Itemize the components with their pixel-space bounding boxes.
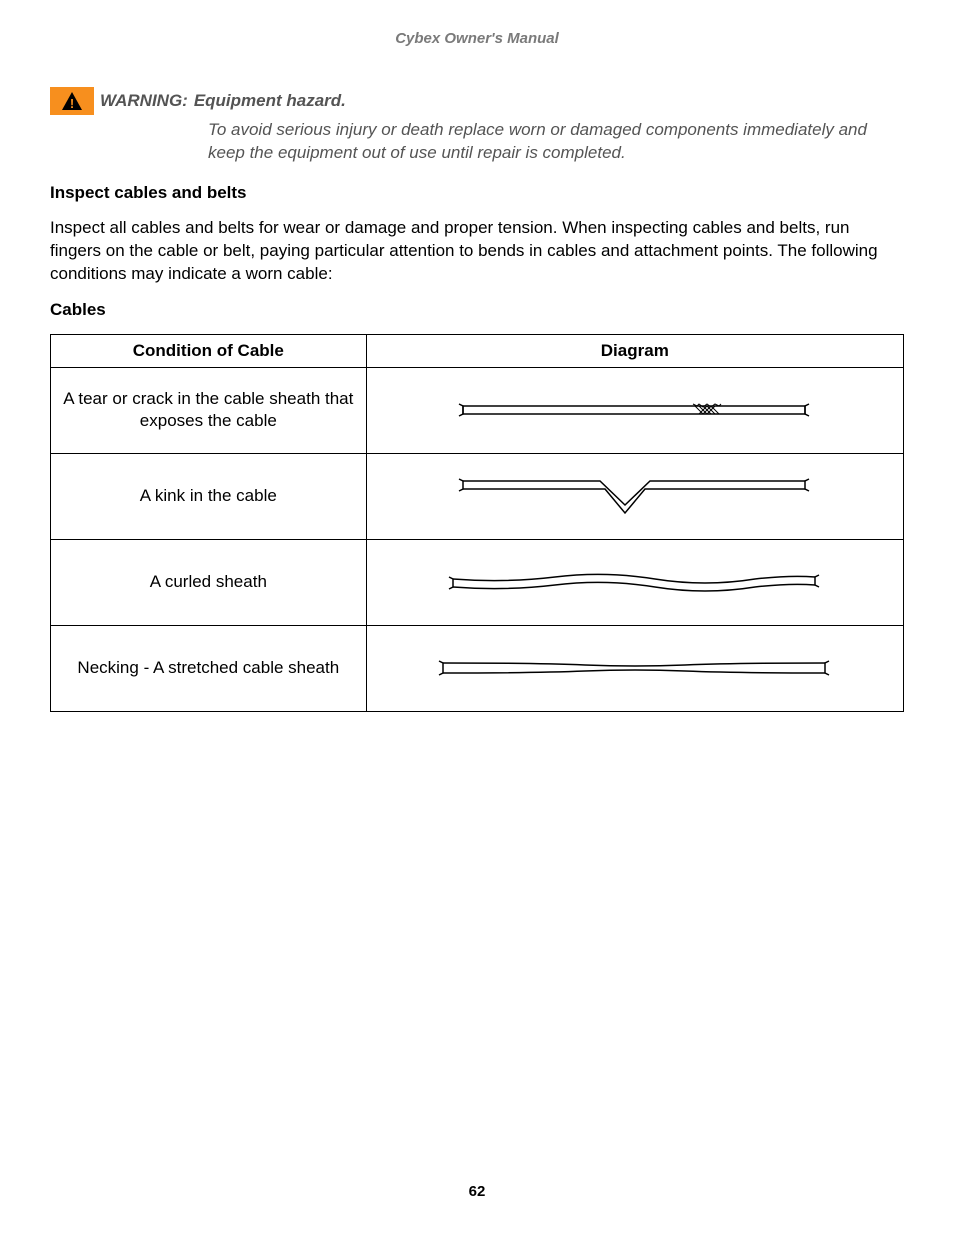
warning-exclaim-icon: ! <box>70 97 74 110</box>
cable-condition-table: Condition of Cable Diagram A tear or cra… <box>50 334 904 712</box>
warning-triangle-icon: ! <box>62 92 82 110</box>
table-header-row: Condition of Cable Diagram <box>51 334 904 367</box>
diagram-curled-icon <box>445 569 825 595</box>
diagram-cell <box>366 367 903 453</box>
condition-cell: A curled sheath <box>51 539 367 625</box>
warning-hazard-text: Equipment hazard. <box>194 91 346 111</box>
table-row: A kink in the cable <box>51 453 904 539</box>
table-row: A curled sheath <box>51 539 904 625</box>
diagram-cell <box>366 625 903 711</box>
table-header-diagram: Diagram <box>366 334 903 367</box>
warning-block: ! WARNING: Equipment hazard. To avoid se… <box>50 87 904 165</box>
diagram-cell <box>366 453 903 539</box>
diagram-tear-icon <box>455 400 815 420</box>
table-row: A tear or crack in the cable sheath that… <box>51 367 904 453</box>
condition-cell: A kink in the cable <box>51 453 367 539</box>
section-subheading: Cables <box>50 300 904 320</box>
table-header-condition: Condition of Cable <box>51 334 367 367</box>
section-heading: Inspect cables and belts <box>50 183 904 203</box>
header-title: Cybex Owner's Manual <box>50 30 904 47</box>
diagram-cell <box>366 539 903 625</box>
condition-cell: A tear or crack in the cable sheath that… <box>51 367 367 453</box>
diagram-necking-icon <box>435 658 835 678</box>
diagram-kink-icon <box>455 475 815 517</box>
warning-icon: ! <box>50 87 94 115</box>
warning-body-text: To avoid serious injury or death replace… <box>208 119 904 165</box>
warning-line1: ! WARNING: Equipment hazard. <box>50 87 904 115</box>
section-body-text: Inspect all cables and belts for wear or… <box>50 217 904 286</box>
warning-label: WARNING: <box>100 91 188 111</box>
page-container: Cybex Owner's Manual ! WARNING: Equipmen… <box>0 0 954 772</box>
page-number: 62 <box>0 1183 954 1200</box>
table-row: Necking - A stretched cable sheath <box>51 625 904 711</box>
condition-cell: Necking - A stretched cable sheath <box>51 625 367 711</box>
